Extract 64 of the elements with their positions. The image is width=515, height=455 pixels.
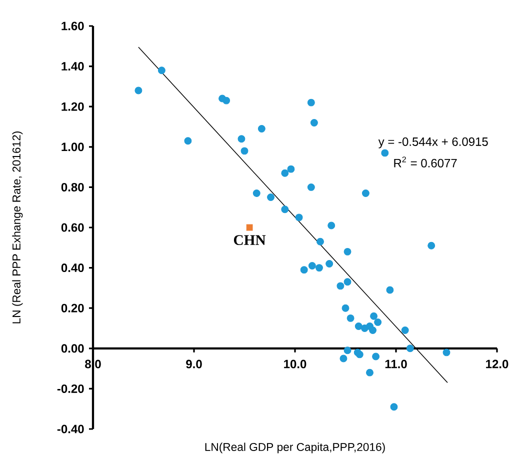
point: [401, 326, 409, 334]
point: [442, 348, 450, 356]
annotation: R$^{2}$ = 0.6077: [394, 156, 457, 168]
point: [287, 165, 295, 173]
point: [390, 403, 398, 411]
y-tick-label: 0.00: [61, 344, 84, 353]
annotation: CHN: [234, 235, 266, 246]
point: [300, 266, 308, 274]
point: [258, 125, 266, 132]
y-tick-label: 0.40: [61, 264, 84, 272]
y-tick-label: 1.00: [62, 142, 84, 152]
point: [252, 190, 260, 197]
point: [344, 278, 352, 286]
point: [307, 98, 315, 106]
point: [184, 137, 192, 145]
point: [354, 322, 362, 330]
x-tick-label: 11.0: [385, 360, 407, 368]
point: [342, 304, 350, 312]
y-tick-label: 0.60: [61, 223, 84, 232]
point: [281, 169, 289, 177]
point: [336, 282, 344, 290]
annotation: y = -0.544x + 6.0915: [378, 137, 488, 148]
point: [134, 86, 142, 94]
point: [340, 354, 348, 362]
point: [308, 262, 316, 270]
point: [369, 326, 377, 334]
point: [267, 194, 274, 202]
point: [344, 346, 352, 354]
point: [238, 135, 246, 143]
point: [307, 183, 315, 191]
y-tick-label: 0.20: [61, 304, 84, 312]
y-tick-label: 1.40: [62, 62, 84, 71]
point: [158, 66, 166, 74]
x-axis-title: LN(Real GDP per Capita,PPP,2016): [205, 442, 385, 454]
point: [344, 248, 352, 256]
point: [328, 222, 336, 230]
point: [346, 314, 354, 322]
point: [246, 224, 253, 231]
point: [281, 206, 289, 214]
x-tick-label: 12.0: [486, 360, 508, 368]
y-tick-label: 1.20: [62, 102, 84, 111]
point: [326, 260, 334, 268]
point: [372, 352, 380, 360]
point: [386, 286, 394, 294]
x-tick-label: 10.0: [284, 360, 306, 368]
point: [310, 118, 318, 126]
point: [222, 96, 230, 104]
x-tick-label: 9.0: [186, 360, 202, 368]
point: [316, 238, 324, 246]
y-tick-label: 1.60: [62, 22, 84, 30]
point: [406, 344, 414, 352]
y-axis-title: LN (Real PPP Exhange Rate, 201612): [12, 132, 23, 324]
point: [316, 264, 323, 272]
point: [295, 214, 303, 222]
y-tick-label: 0.80: [61, 182, 84, 192]
point: [362, 190, 370, 197]
point: [374, 318, 382, 326]
point: [366, 368, 374, 376]
y-tick-label: -0.40: [57, 424, 84, 434]
point: [381, 149, 389, 157]
point: [370, 312, 378, 320]
point: [240, 147, 248, 155]
point: [428, 242, 436, 250]
y-tick-label: -0.20: [57, 384, 84, 393]
